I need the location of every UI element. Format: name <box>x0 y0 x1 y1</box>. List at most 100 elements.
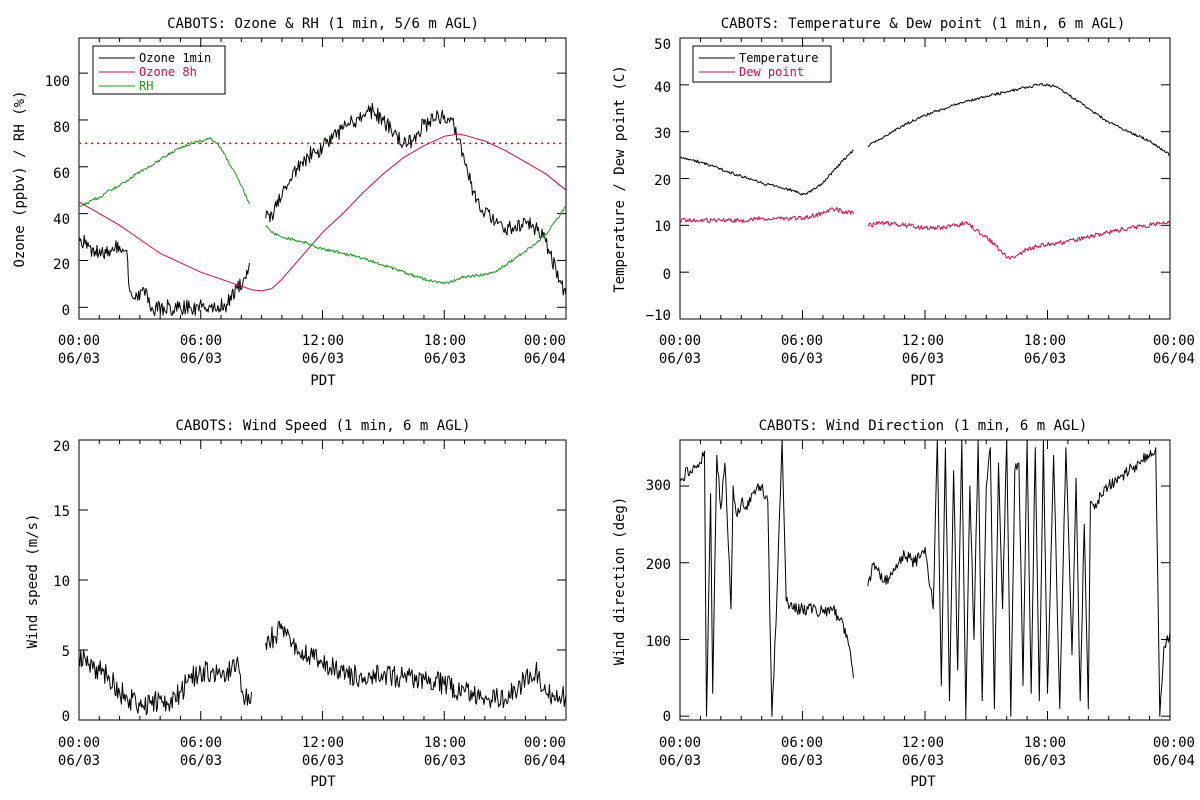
x-tick-date: 06/03 <box>659 753 701 769</box>
x-tick-time: 00:00 <box>659 735 701 751</box>
legend-label-temperature: Temperature <box>739 51 818 65</box>
x-axis-label: PDT <box>310 774 336 790</box>
y-tick-label: 300 <box>646 478 671 494</box>
x-tick-date: 06/04 <box>1153 351 1195 367</box>
legend-box <box>692 45 832 83</box>
y-tick-label: 20 <box>53 257 70 273</box>
x-tick-time: 00:00 <box>1153 735 1195 751</box>
y-tick-label: 20 <box>53 439 70 455</box>
x-tick-labels: 00:00 06/03 06:00 06/03 12:00 06/03 18:0… <box>58 333 566 367</box>
x-tick-time: 12:00 <box>302 735 344 751</box>
y-tick-label: −10 <box>646 308 671 324</box>
x-tick-time: 06:00 <box>180 333 222 349</box>
series-line-ozone-1min <box>79 102 566 316</box>
series-line-temperature <box>680 82 1170 196</box>
plot-frame <box>78 439 567 721</box>
y-tick-labels: 0 100 200 300 <box>646 478 671 725</box>
x-tick-labels: 00:00 06/03 06:00 06/03 12:00 06/03 18:0… <box>659 333 1195 367</box>
x-tick-date: 06/04 <box>1153 753 1195 769</box>
panel-ozone-rh: CABOTS: Ozone & RH (1 min, 5/6 m AGL) Oz… <box>12 16 566 389</box>
x-tick-date: 06/03 <box>302 351 344 367</box>
y-tick-label: 20 <box>654 173 671 189</box>
x-tick-time: 18:00 <box>1024 333 1066 349</box>
y-tick-label: 0 <box>663 267 671 283</box>
y-tick-label: 0 <box>62 303 70 319</box>
x-tick-date: 06/03 <box>902 753 944 769</box>
x-tick-time: 12:00 <box>902 333 944 349</box>
x-tick-date: 06/03 <box>659 351 701 367</box>
x-tick-date: 06/04 <box>524 753 566 769</box>
plot-frame <box>679 439 1171 721</box>
x-tick-date: 06/03 <box>180 351 222 367</box>
y-tick-label: 15 <box>53 504 70 520</box>
x-tick-date: 06/03 <box>781 351 823 367</box>
y-tick-labels: 0 5 10 15 20 <box>53 439 70 725</box>
y-tick-label: 30 <box>654 126 671 142</box>
y-tick-label: 80 <box>53 120 70 136</box>
y-tick-label: 5 <box>62 644 70 660</box>
x-tick-date: 06/04 <box>524 351 566 367</box>
x-axis-label: PDT <box>910 774 936 790</box>
x-tick-date: 06/03 <box>302 753 344 769</box>
y-axis-label: Ozone (ppbv) / RH (%) <box>12 90 28 267</box>
series-line-ozone-8h <box>79 133 566 292</box>
x-tick-time: 00:00 <box>58 735 100 751</box>
panel-wind-direction: CABOTS: Wind Direction (1 min, 6 m AGL) … <box>612 418 1195 790</box>
panel-wind-speed: CABOTS: Wind Speed (1 min, 6 m AGL) Wind… <box>25 418 566 790</box>
y-tick-label: 200 <box>646 557 671 573</box>
plot-area-3 <box>679 439 1171 721</box>
x-tick-date: 06/03 <box>1024 753 1066 769</box>
y-tick-label: 40 <box>654 80 671 96</box>
legend: Ozone 1min Ozone 8h RH <box>92 45 226 95</box>
series-line-series <box>680 440 1170 717</box>
y-tick-label: 100 <box>646 634 671 650</box>
x-tick-date: 06/03 <box>781 753 823 769</box>
x-tick-time: 18:00 <box>424 333 466 349</box>
chart-title: CABOTS: Ozone & RH (1 min, 5/6 m AGL) <box>167 16 479 32</box>
x-tick-time: 00:00 <box>58 333 100 349</box>
x-tick-date: 06/03 <box>1024 351 1066 367</box>
x-tick-date: 06/03 <box>180 753 222 769</box>
y-tick-label: 0 <box>62 709 70 725</box>
x-tick-labels: 00:00 06/03 06:00 06/03 12:00 06/03 18:0… <box>58 735 566 769</box>
plot-area-1 <box>679 37 1171 320</box>
x-tick-date: 06/03 <box>424 753 466 769</box>
x-tick-time: 06:00 <box>781 333 823 349</box>
x-tick-time: 12:00 <box>302 333 344 349</box>
x-tick-date: 06/03 <box>58 351 100 367</box>
legend-label-dew-point: Dew point <box>739 65 804 79</box>
chart-title: CABOTS: Temperature & Dew point (1 min, … <box>721 16 1126 32</box>
plot-area-0 <box>78 37 567 320</box>
y-tick-label: 40 <box>53 212 70 228</box>
series-line-rh <box>79 137 566 285</box>
x-tick-time: 06:00 <box>781 735 823 751</box>
x-tick-time: 00:00 <box>524 735 566 751</box>
y-tick-label: 50 <box>654 37 671 53</box>
x-tick-labels: 00:00 06/03 06:00 06/03 12:00 06/03 18:0… <box>659 735 1195 769</box>
y-tick-label: 10 <box>654 219 671 235</box>
y-tick-labels: 0 20 40 60 80 100 <box>45 74 70 319</box>
chart-title: CABOTS: Wind Direction (1 min, 6 m AGL) <box>759 418 1088 434</box>
x-tick-date: 06/03 <box>424 351 466 367</box>
series-line-series <box>79 620 566 716</box>
panel-temperature-dewpoint: CABOTS: Temperature & Dew point (1 min, … <box>612 16 1195 389</box>
legend-label-ozone-1min: Ozone 1min <box>139 51 211 65</box>
x-tick-date: 06/03 <box>902 351 944 367</box>
series-line-dew-point <box>680 207 1170 260</box>
x-tick-time: 18:00 <box>424 735 466 751</box>
chart-title: CABOTS: Wind Speed (1 min, 6 m AGL) <box>175 418 470 434</box>
x-tick-time: 00:00 <box>524 333 566 349</box>
legend-label-rh: RH <box>139 79 153 93</box>
x-tick-time: 00:00 <box>1153 333 1195 349</box>
x-axis-label: PDT <box>310 373 336 389</box>
y-tick-label: 60 <box>53 166 70 182</box>
plot-layer <box>78 37 1171 721</box>
x-tick-time: 06:00 <box>180 735 222 751</box>
y-axis-label: Temperature / Dew point (C) <box>612 65 628 293</box>
y-tick-label: 10 <box>53 574 70 590</box>
x-tick-time: 18:00 <box>1024 735 1066 751</box>
legend-label-ozone-8h: Ozone 8h <box>139 65 197 79</box>
y-tick-labels: −10 0 10 20 30 40 50 <box>646 37 671 324</box>
y-tick-label: 100 <box>45 74 70 90</box>
